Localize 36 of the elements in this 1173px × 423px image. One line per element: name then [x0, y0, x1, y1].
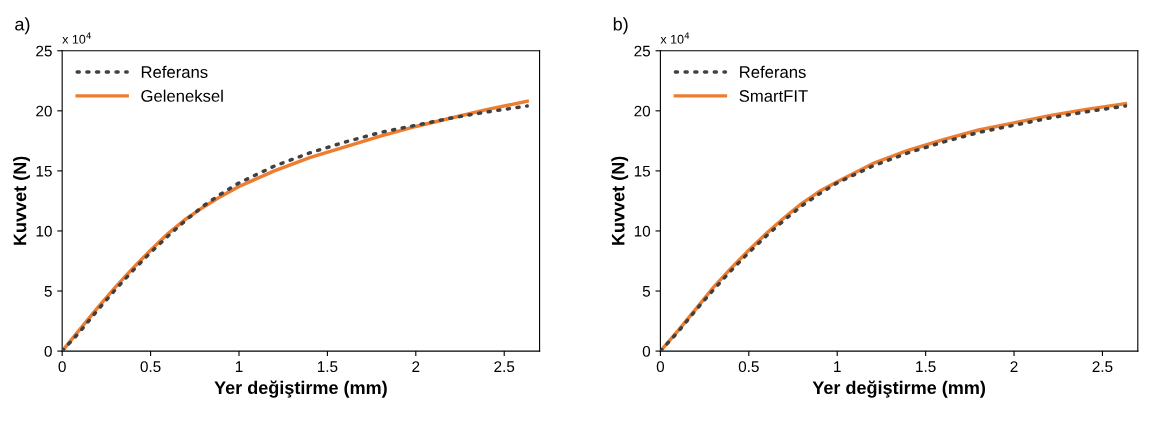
y-axis-title: Kuvvet (N): [13, 156, 30, 245]
y-tick-label: 25: [36, 45, 52, 57]
x-tick-label: 2: [412, 361, 420, 372]
y-tick-label: 15: [36, 165, 52, 177]
text: x 10$^{4}$: [660, 32, 690, 44]
y-tick-label: 0: [44, 345, 52, 357]
text: x 10$^{4}$: [62, 32, 91, 44]
x-tick-label: 1.5: [317, 361, 338, 373]
y-tick-label: 25: [634, 45, 651, 57]
chart-title: b): [613, 17, 628, 35]
y-tick-label: 5: [44, 286, 52, 297]
chart-title: a): [15, 17, 30, 35]
y-tick-label: 20: [36, 105, 52, 117]
y-tick-label: 20: [634, 105, 651, 117]
legend-label: Geleneksel: [141, 89, 223, 102]
y-axis-title: Kuvvet (N): [611, 156, 629, 245]
x-tick-label: 1: [834, 361, 841, 372]
x-axis-title: Yer değiştirme (mm): [214, 380, 387, 398]
y-tick-label: 10: [36, 225, 52, 237]
y-tick-label: 15: [634, 165, 651, 177]
x-tick-label: 0.5: [738, 361, 759, 373]
legend-label: SmartFIT: [739, 90, 808, 102]
legend-label: Referans: [740, 65, 806, 78]
y-tick-label: 0: [642, 345, 651, 357]
x-tick-label: 0.5: [140, 361, 161, 373]
x-axis-title: Yer değiştirme (mm): [812, 380, 986, 398]
x-tick-label: 2: [1010, 361, 1018, 372]
x-tick-label: 2.5: [494, 361, 515, 373]
legend-label: Referans: [141, 65, 208, 78]
x-tick-label: 0: [656, 361, 665, 373]
y-tick-label: 10: [634, 225, 651, 237]
x-tick-label: 2.5: [1092, 361, 1113, 373]
y-tick-label: 5: [642, 286, 651, 297]
x-tick-label: 1: [235, 361, 243, 372]
x-tick-label: 1.5: [916, 361, 936, 373]
x-tick-label: 0: [58, 361, 66, 373]
